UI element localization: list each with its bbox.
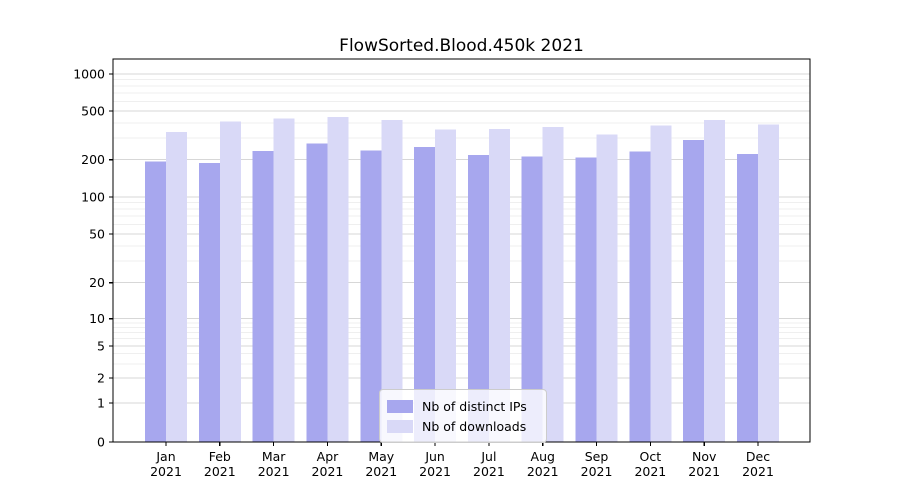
x-tick-label-year: 2021 xyxy=(473,464,505,479)
x-tick-label-month: Feb xyxy=(209,449,231,464)
bar-distinct-ips xyxy=(306,143,328,442)
legend-swatch-distinct-ips xyxy=(387,399,413,413)
x-tick-label-year: 2021 xyxy=(688,464,720,479)
bar-distinct-ips xyxy=(198,162,220,442)
x-tick-label-year: 2021 xyxy=(634,464,666,479)
bar-distinct-ips xyxy=(252,151,274,442)
y-tick-label: 0 xyxy=(97,435,105,450)
x-tick-label-year: 2021 xyxy=(742,464,774,479)
x-tick-label-month: Oct xyxy=(640,449,662,464)
y-tick-label: 10 xyxy=(89,311,105,326)
bar-distinct-ips xyxy=(467,155,489,442)
y-tick-label: 100 xyxy=(81,189,105,204)
bar-distinct-ips xyxy=(145,161,166,442)
x-tick-label-month: Nov xyxy=(692,449,717,464)
bar-downloads xyxy=(435,129,457,442)
x-tick-label-month: Jul xyxy=(480,449,496,464)
legend-item-downloads: Nb of downloads xyxy=(387,416,536,436)
bar-downloads xyxy=(650,125,672,442)
bar-downloads xyxy=(542,127,564,442)
legend-swatch-downloads xyxy=(387,419,413,433)
x-tick-label-month: Apr xyxy=(317,449,339,464)
x-tick-label-year: 2021 xyxy=(204,464,236,479)
bar-downloads xyxy=(704,119,726,442)
x-tick-label-year: 2021 xyxy=(527,464,559,479)
y-tick-label: 1000 xyxy=(73,66,105,81)
bar-distinct-ips xyxy=(683,139,705,442)
y-tick-label: 5 xyxy=(97,338,105,353)
x-tick-label-year: 2021 xyxy=(312,464,344,479)
x-tick-label-year: 2021 xyxy=(150,464,182,479)
x-tick-label-month: Aug xyxy=(531,449,555,464)
y-tick-label: 200 xyxy=(81,152,105,167)
legend-label-distinct-ips: Nb of distinct IPs xyxy=(422,398,527,414)
x-tick-label-month: Dec xyxy=(746,449,770,464)
x-tick-label-year: 2021 xyxy=(365,464,397,479)
x-tick-label-month: Jan xyxy=(155,449,175,464)
bar-downloads xyxy=(166,132,187,442)
x-tick-label-month: Mar xyxy=(262,449,286,464)
y-tick-label: 1 xyxy=(97,395,105,410)
bar-downloads xyxy=(219,121,241,443)
x-tick-label-month: May xyxy=(368,449,394,464)
bar-distinct-ips xyxy=(414,146,436,442)
legend: Nb of distinct IPs Nb of downloads xyxy=(379,389,547,443)
bar-distinct-ips xyxy=(360,150,382,442)
x-tick-label-month: Jun xyxy=(424,449,445,464)
bar-downloads xyxy=(488,129,510,442)
y-tick-label: 2 xyxy=(97,371,105,386)
bar-downloads xyxy=(327,117,349,443)
y-tick-label: 500 xyxy=(81,104,105,119)
x-tick-label-year: 2021 xyxy=(419,464,451,479)
legend-item-distinct-ips: Nb of distinct IPs xyxy=(387,396,536,416)
y-tick-label: 50 xyxy=(89,227,105,242)
bar-distinct-ips xyxy=(737,154,758,442)
y-tick-label: 20 xyxy=(89,275,105,290)
x-tick-label-year: 2021 xyxy=(258,464,290,479)
chart-title: FlowSorted.Blood.450k 2021 xyxy=(339,36,584,56)
bar-downloads xyxy=(273,118,295,442)
legend-label-downloads: Nb of downloads xyxy=(422,418,527,434)
bar-distinct-ips xyxy=(521,156,543,443)
x-tick-label-month: Sep xyxy=(585,449,609,464)
bar-downloads xyxy=(381,120,403,442)
x-tick-label-year: 2021 xyxy=(581,464,613,479)
bar-downloads xyxy=(758,124,779,442)
bar-downloads xyxy=(596,134,618,442)
bar-distinct-ips xyxy=(629,151,651,442)
bar-distinct-ips xyxy=(575,157,597,442)
